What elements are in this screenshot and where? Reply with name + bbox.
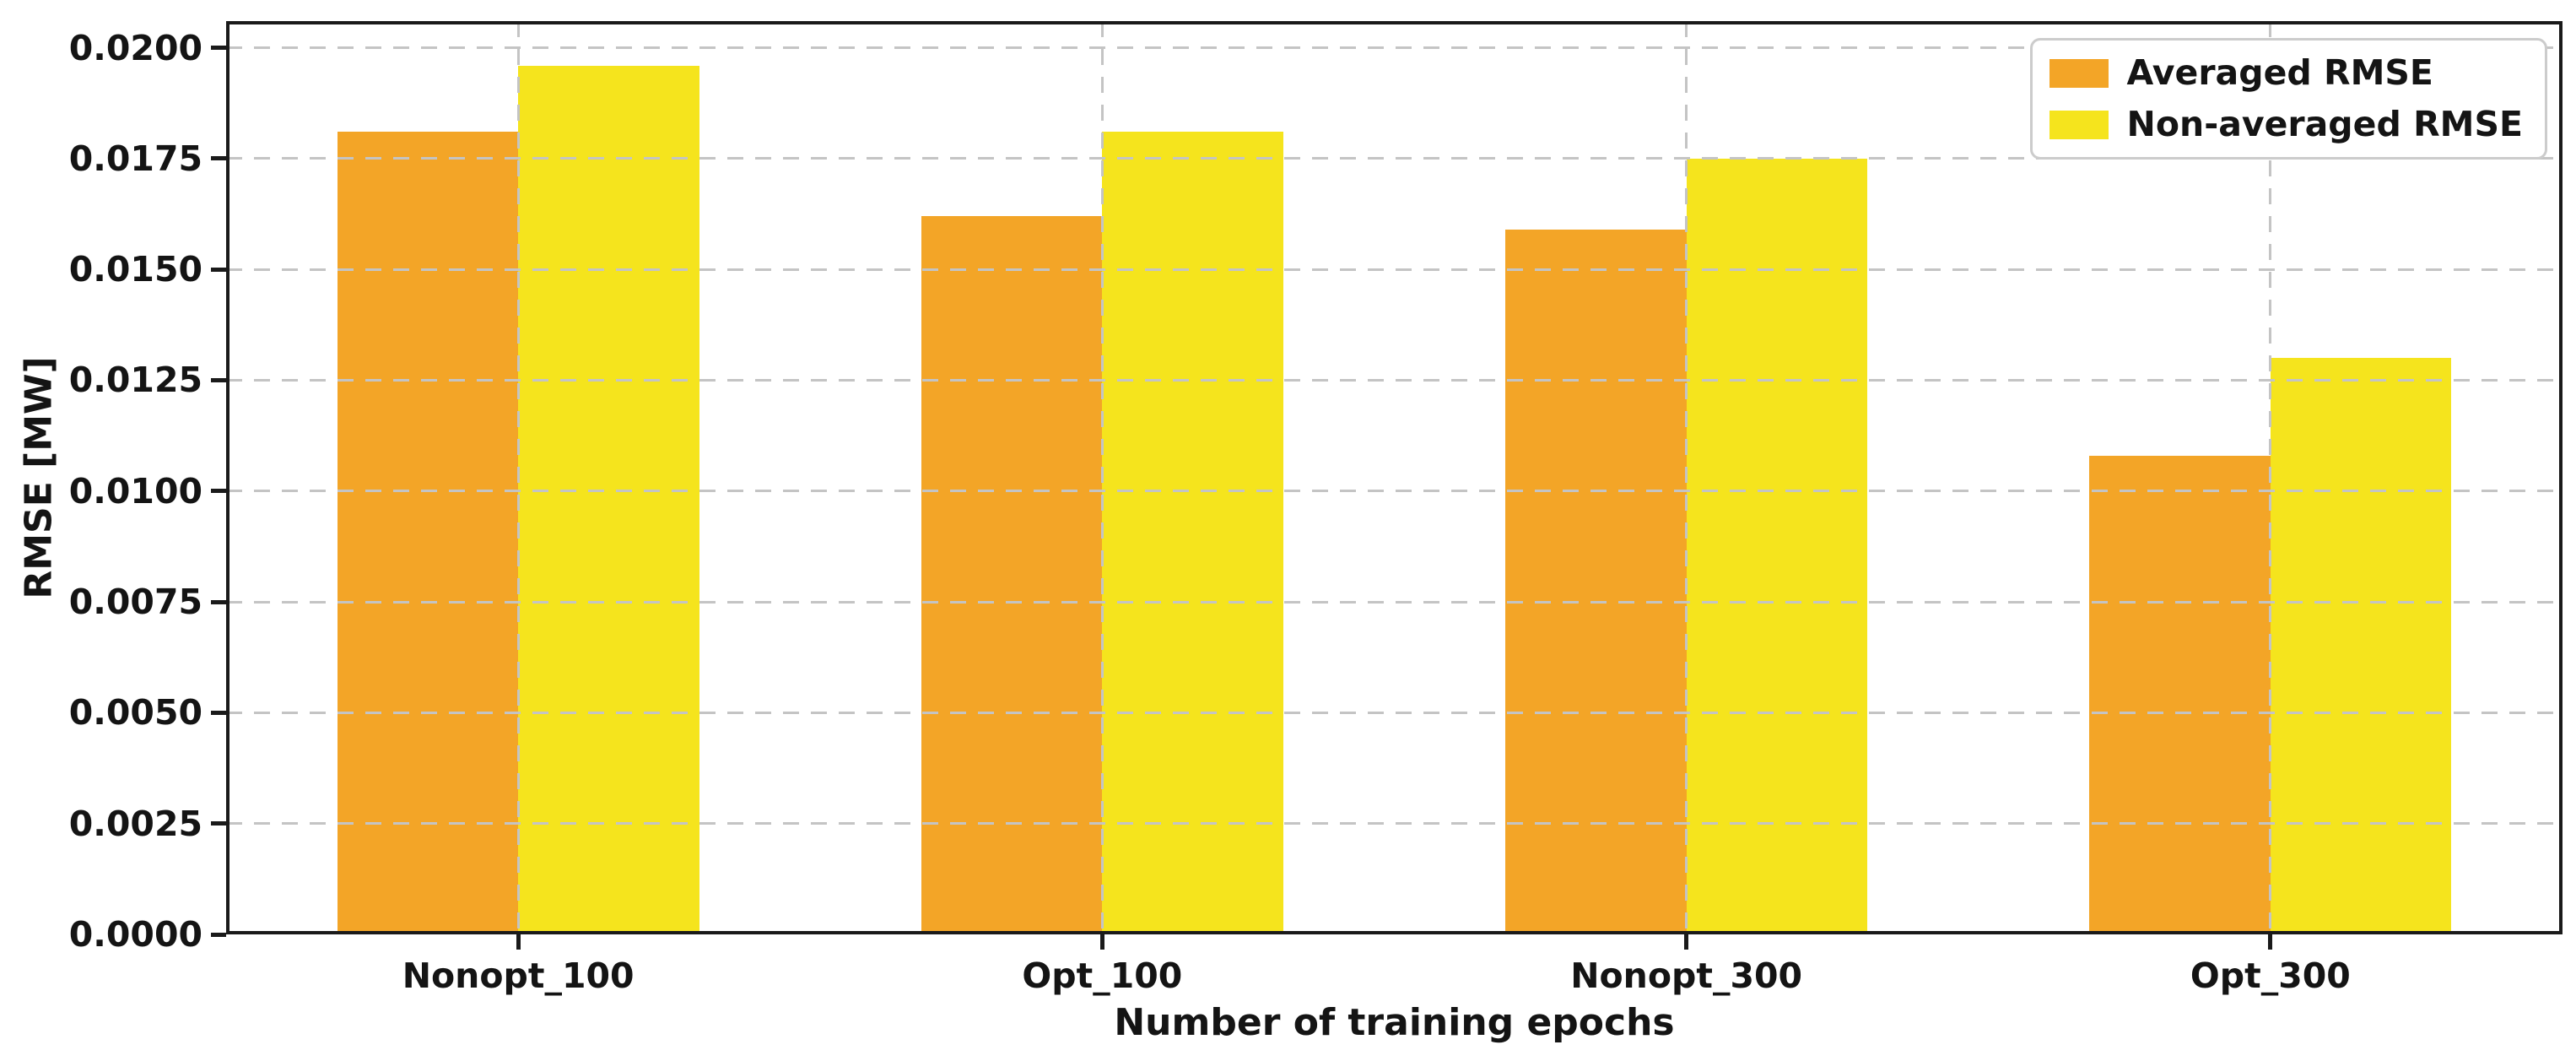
legend: Averaged RMSE Non-averaged RMSE — [2029, 38, 2547, 160]
y-tick-label-0.0150: 0.0150 — [68, 249, 203, 290]
h-gridline-0.0100 — [226, 490, 2562, 493]
h-gridline-0.0150 — [226, 268, 2562, 271]
legend-label: Averaged RMSE — [2126, 52, 2433, 93]
bar-non-averaged-opt_300 — [2270, 358, 2452, 934]
y-tick-0.0125 — [211, 377, 226, 382]
bar-averaged-nonopt_300 — [1505, 229, 1687, 934]
h-gridline-0.0075 — [226, 600, 2562, 604]
h-gridline-0.0050 — [226, 711, 2562, 714]
y-tick-label-0.0200: 0.0200 — [68, 27, 203, 68]
v-gridline-opt_300 — [2269, 21, 2272, 934]
y-tick-label-0.0025: 0.0025 — [68, 803, 203, 844]
x-tick-nonopt_100 — [516, 934, 521, 950]
h-gridline-0.0200 — [226, 46, 2562, 49]
x-tick-label-opt_100: Opt_100 — [1022, 955, 1183, 996]
y-tick-0.0050 — [211, 710, 226, 715]
x-tick-label-nonopt_100: Nonopt_100 — [402, 955, 635, 996]
y-tick-label-0.0175: 0.0175 — [68, 138, 203, 179]
legend-item-averaged-rmse: Averaged RMSE — [2049, 52, 2523, 93]
bar-non-averaged-nonopt_300 — [1686, 158, 1868, 934]
x-tick-nonopt_300 — [1684, 934, 1689, 950]
y-tick-0.0025 — [211, 821, 226, 826]
y-tick-0.0100 — [211, 489, 226, 494]
y-tick-label-0.0050: 0.0050 — [68, 692, 203, 733]
legend-item-non-averaged-rmse: Non-averaged RMSE — [2049, 104, 2523, 145]
v-gridline-nonopt_300 — [1685, 21, 1688, 934]
y-tick-0.0175 — [211, 156, 226, 161]
y-tick-0.0000 — [211, 932, 226, 937]
legend-label: Non-averaged RMSE — [2126, 104, 2523, 145]
legend-swatch-non-averaged — [2049, 110, 2109, 139]
y-tick-label-0.0000: 0.0000 — [68, 914, 203, 955]
v-gridline-opt_100 — [1100, 21, 1104, 934]
y-tick-0.0200 — [211, 46, 226, 50]
x-tick-opt_100 — [1099, 934, 1104, 950]
h-gridline-0.0025 — [226, 822, 2562, 826]
x-tick-label-opt_300: Opt_300 — [2190, 955, 2351, 996]
x-tick-label-nonopt_300: Nonopt_300 — [1570, 955, 1803, 996]
bar-averaged-nonopt_100 — [337, 132, 519, 934]
plot-area: Averaged RMSE Non-averaged RMSE — [226, 21, 2562, 934]
x-tick-opt_300 — [2268, 934, 2273, 950]
y-tick-label-0.0075: 0.0075 — [68, 582, 203, 623]
legend-swatch-averaged — [2049, 58, 2109, 88]
bar-non-averaged-nonopt_100 — [518, 65, 699, 934]
v-gridline-nonopt_100 — [516, 21, 520, 934]
y-tick-0.0075 — [211, 599, 226, 604]
bar-averaged-opt_300 — [2089, 455, 2271, 934]
x-axis-title: Number of training epochs — [1114, 1001, 1675, 1044]
bar-non-averaged-opt_100 — [1102, 132, 1283, 934]
y-tick-0.0150 — [211, 267, 226, 272]
y-axis-title: RMSE [MW] — [17, 356, 61, 599]
h-gridline-0.0125 — [226, 378, 2562, 382]
y-tick-label-0.0125: 0.0125 — [68, 360, 203, 401]
h-gridline-0.0175 — [226, 157, 2562, 160]
bar-averaged-opt_100 — [921, 216, 1103, 934]
y-tick-label-0.0100: 0.0100 — [68, 470, 203, 512]
